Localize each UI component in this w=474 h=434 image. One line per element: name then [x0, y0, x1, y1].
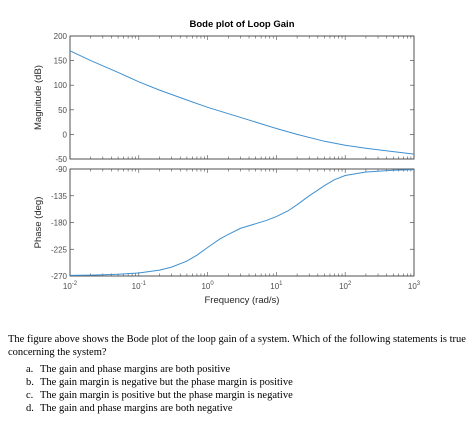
- question-text: The figure above shows the Bode plot of …: [8, 334, 466, 358]
- chart-title: Bode plot of Loop Gain: [189, 19, 294, 30]
- option-b-letter: b.: [26, 377, 34, 388]
- magnitude-ytick-label: 100: [54, 81, 68, 90]
- magnitude-ylabel: Magnitude (dB): [33, 65, 44, 130]
- phase-ytick-label: -225: [51, 245, 68, 254]
- phase-xtick-label: 10-1: [132, 281, 147, 291]
- magnitude-ytick-label: 0: [63, 130, 68, 139]
- phase-xlabel: Frequency (rad/s): [205, 295, 280, 306]
- magnitude-axes-box: [69, 35, 415, 160]
- phase-xtick-label: 103: [408, 281, 421, 291]
- option-d-text: The gain and phase margins are both nega…: [40, 403, 233, 414]
- phase-axes-box: [69, 168, 415, 277]
- phase-xtick-label: 101: [270, 281, 283, 291]
- phase-ytick-label: -180: [51, 219, 68, 228]
- option-d-letter: d.: [26, 403, 34, 414]
- option-a[interactable]: a. The gain and phase margins are both po…: [26, 363, 293, 376]
- magnitude-series-line: [69, 50, 415, 155]
- phase-series-line: [69, 169, 415, 276]
- phase-ytick-label: -135: [51, 192, 68, 201]
- option-a-text: The gain and phase margins are both posi…: [40, 364, 231, 375]
- magnitude-ytick-label: 200: [54, 32, 68, 41]
- bode-figure: -50 0 50 100 150 200 Magnitude (dB) Bode plot o…: [33, 19, 421, 306]
- phase-ylabel: Phase (deg): [33, 197, 44, 249]
- phase-ytick-label: -270: [51, 272, 68, 281]
- magnitude-ytick-label: -50: [55, 155, 67, 164]
- option-b[interactable]: b. The gain margin is negative but the ph…: [26, 376, 293, 389]
- option-b-text: The gain margin is negative but the phas…: [40, 377, 293, 388]
- option-c-letter: c.: [26, 390, 34, 401]
- option-d[interactable]: d. The gain and phase margins are both ne…: [26, 402, 293, 415]
- magnitude-ytick-label: 150: [54, 57, 68, 66]
- magnitude-ytick-label: 50: [58, 106, 67, 115]
- answer-options: a. The gain and phase margins are both po…: [26, 363, 293, 415]
- phase-xtick-label: 10-2: [63, 281, 78, 291]
- option-c[interactable]: c. The gain margin is positive but the ph…: [26, 389, 293, 402]
- bode-figure-svg: -50 0 50 100 150 200 Magnitude (dB) Bode plot o…: [33, 19, 421, 306]
- phase-xtick-label: 102: [339, 281, 352, 291]
- phase-ytick-label: -90: [55, 165, 67, 174]
- option-a-letter: a.: [26, 364, 34, 375]
- option-c-text: The gain margin is positive but the phas…: [40, 390, 293, 401]
- phase-xtick-label: 100: [201, 281, 214, 291]
